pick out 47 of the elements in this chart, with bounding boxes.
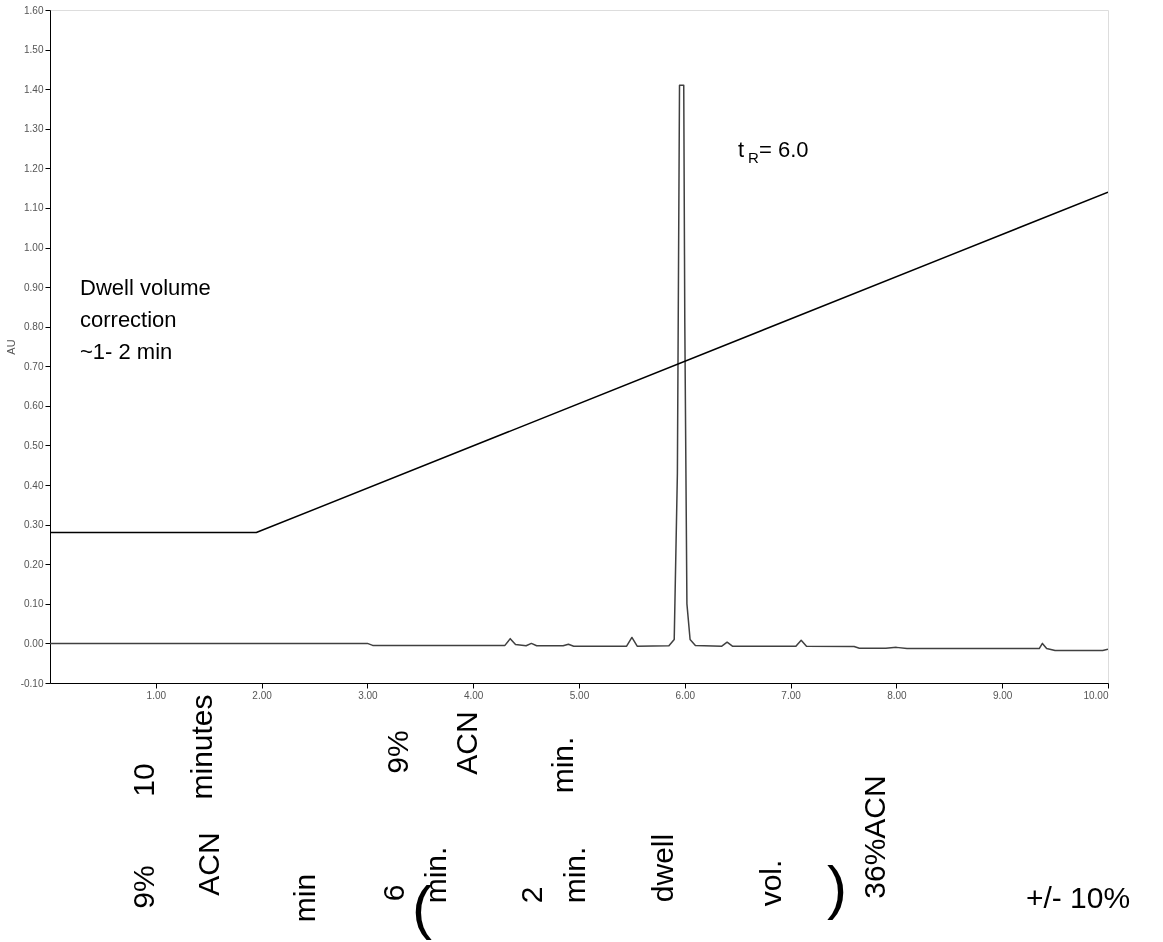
text: 36%ACN <box>858 775 891 899</box>
x-tick-label: 8.00 <box>887 689 908 701</box>
text: 10 <box>127 763 160 797</box>
text: +/- 10% <box>1025 881 1131 914</box>
y-tick-label: 0.60 <box>24 400 44 412</box>
y-tick-label: 0.80 <box>24 321 44 333</box>
x-tick-label: 9.00 <box>992 689 1013 701</box>
line-series <box>50 84 1108 652</box>
x-tick-label: 6.00 <box>675 689 696 701</box>
y-axis-title: AU <box>4 339 17 355</box>
text: 9% <box>381 730 414 774</box>
y-tick-label: 0.70 <box>24 360 44 372</box>
y-tick-label: 1.30 <box>24 123 44 135</box>
y-tick-label: 0.50 <box>24 439 44 451</box>
y-tick-label: -0.10 <box>20 677 44 689</box>
y-tick-label: 1.20 <box>24 162 44 174</box>
y-tick-label: 1.40 <box>24 83 44 95</box>
y-tick-label: 0.10 <box>24 598 44 610</box>
x-tick-label: 7.00 <box>781 689 802 701</box>
x-tick-label: 4.00 <box>463 689 484 701</box>
y-tick-label: 1.60 <box>24 4 44 16</box>
text: 2 <box>515 886 548 904</box>
y-tick-label: 0.90 <box>24 281 44 293</box>
x-tick-label: 3.00 <box>358 689 379 701</box>
text: ACN <box>450 711 483 775</box>
text: minutes <box>185 694 218 800</box>
text: min <box>288 873 321 923</box>
y-tick-label: 0.40 <box>24 479 44 491</box>
y-tick-label: 1.10 <box>24 202 44 214</box>
y-tick-label: 1.50 <box>24 44 44 56</box>
y-tick-label: 1.00 <box>24 242 44 254</box>
text: min. <box>546 736 579 794</box>
text: ACN <box>192 832 225 896</box>
text: 6 <box>377 884 410 902</box>
text: 9% <box>127 865 160 909</box>
text: vol. <box>754 859 787 907</box>
x-tick-label: 5.00 <box>569 689 590 701</box>
x-tick-label: 10.00 <box>1083 689 1109 701</box>
x-tick-label: 1.00 <box>146 689 167 701</box>
y-tick-label: 0.00 <box>24 637 44 649</box>
y-tick-label: 0.30 <box>24 519 44 531</box>
text: ) <box>827 854 847 921</box>
annotation: Dwell volume correction ~1- 2 min <box>80 275 211 364</box>
text: dwell <box>646 833 679 903</box>
text: min. <box>558 846 591 904</box>
y-tick-label: 0.20 <box>24 558 44 570</box>
x-tick-label: 2.00 <box>252 689 273 701</box>
